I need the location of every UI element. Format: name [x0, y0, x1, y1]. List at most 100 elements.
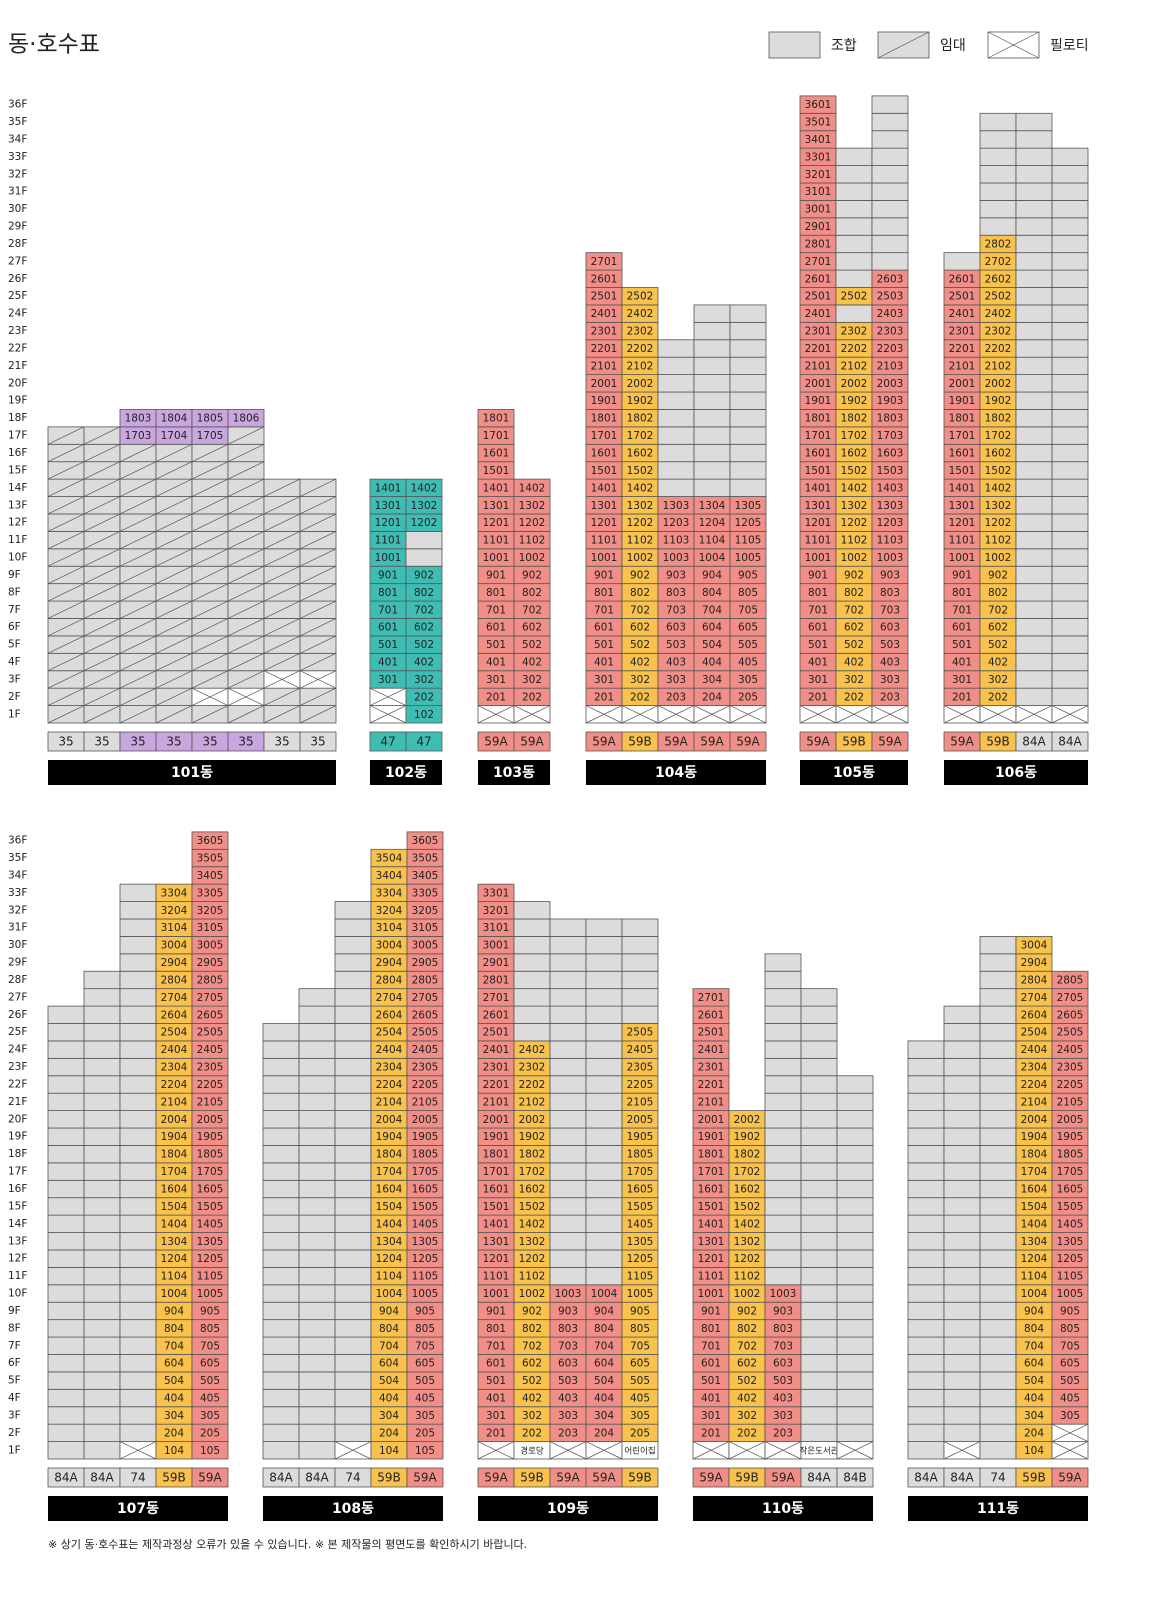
unit-number: 801	[378, 587, 398, 599]
unit-number: 201	[486, 691, 506, 703]
union-cell	[871, 112, 909, 132]
unit-number: 2002	[985, 378, 1012, 390]
type-label: 47	[416, 735, 431, 749]
unit-number: 105	[415, 1445, 435, 1457]
union-cell	[513, 936, 551, 955]
union-cell	[907, 1406, 945, 1425]
building-bar	[586, 760, 766, 785]
union-cell	[800, 1371, 838, 1390]
union-cell	[513, 970, 551, 990]
unit-number: 1105	[197, 1271, 224, 1283]
union-cell	[47, 1023, 85, 1042]
hatch-line	[119, 443, 157, 463]
unit-number: 2101	[698, 1096, 725, 1108]
unit-number: 2004	[1021, 1114, 1048, 1126]
unit-number: 1101	[949, 535, 976, 547]
unit-number: 2002	[627, 378, 654, 390]
unit-cell	[191, 831, 229, 850]
unit-number: 1005	[197, 1288, 224, 1300]
unit-number: 1301	[375, 500, 402, 512]
union-cell	[764, 1127, 802, 1146]
union-cell	[835, 199, 873, 219]
unit-number: 902	[737, 1305, 757, 1317]
union-cell	[334, 1336, 372, 1355]
unit-number: 2305	[627, 1062, 654, 1074]
unit-number: 204	[702, 691, 722, 703]
hatch-line	[299, 687, 337, 706]
unit-number: 604	[1024, 1358, 1044, 1370]
unit-number: 301	[486, 1410, 506, 1422]
unit-number: 1301	[483, 500, 510, 512]
unit-number: 401	[378, 657, 398, 669]
floor-label: 1F	[8, 1444, 21, 1456]
unit-number: 1501	[698, 1201, 725, 1213]
unit-number: 1104	[1021, 1271, 1048, 1283]
unit-number: 3201	[805, 169, 832, 181]
hatch-line	[83, 513, 121, 532]
type-label: 59A	[592, 1471, 616, 1485]
union-cell	[334, 1145, 372, 1164]
union-cell	[47, 1319, 85, 1338]
union-cell	[119, 1319, 157, 1338]
cross-line	[835, 705, 873, 724]
union-cell	[943, 1145, 981, 1164]
unit-number: 1904	[376, 1131, 403, 1143]
unit-number: 604	[702, 622, 722, 634]
unit-number: 3001	[805, 204, 832, 216]
union-cell	[1015, 130, 1053, 149]
type-label: 59A	[950, 735, 974, 749]
union-cell	[729, 304, 767, 323]
unit-number: 1805	[197, 1149, 224, 1161]
floor-label: 32F	[8, 168, 27, 180]
union-cell	[764, 953, 802, 972]
unit-number: 203	[666, 691, 686, 703]
union-cell	[549, 1127, 587, 1146]
hatch-line	[155, 687, 193, 706]
unit-number: 703	[666, 604, 686, 616]
unit-number: 1404	[161, 1218, 188, 1230]
union-cell	[979, 130, 1017, 149]
hatch-line	[47, 705, 85, 724]
unit-number: 2405	[197, 1044, 224, 1056]
floor-label: 31F	[8, 186, 27, 198]
unit-number: 2504	[376, 1027, 403, 1039]
union-cell	[549, 1057, 587, 1077]
facility-label: 어린이집	[624, 1445, 655, 1456]
type-label: 59A	[664, 735, 688, 749]
cross-line	[1051, 1423, 1089, 1442]
union-cell	[943, 1354, 981, 1373]
union-cell	[1051, 600, 1089, 619]
unit-number: 201	[701, 1427, 721, 1439]
hatch-line	[227, 705, 265, 724]
union-cell	[83, 1005, 121, 1024]
unit-number: 203	[880, 691, 900, 703]
unit-number: 3304	[376, 887, 403, 899]
union-cell	[729, 426, 767, 445]
unit-number: 1003	[663, 552, 690, 564]
union-cell	[334, 1319, 372, 1338]
union-cell	[835, 165, 873, 184]
building-name: 110동	[762, 1501, 804, 1517]
hatch-line	[119, 618, 157, 637]
union-cell	[549, 1092, 587, 1112]
union-cell	[979, 1441, 1017, 1460]
unit-number: 1504	[376, 1201, 403, 1213]
unit-number: 1701	[805, 430, 832, 442]
union-cell	[943, 1179, 981, 1199]
union-cell	[1015, 252, 1053, 271]
union-cell	[836, 1301, 874, 1321]
union-cell	[513, 988, 551, 1007]
unit-number: 902	[630, 569, 650, 581]
unit-number: 802	[988, 587, 1008, 599]
unit-number: 1401	[483, 1218, 510, 1230]
hatch-line	[47, 443, 85, 463]
unit-number: 1103	[877, 535, 904, 547]
unit-number: 1305	[627, 1236, 654, 1248]
unit-number: 801	[808, 587, 828, 599]
unit-number: 902	[522, 569, 542, 581]
union-cell	[1015, 409, 1053, 428]
unit-number: 2205	[412, 1079, 439, 1091]
unit-number: 1304	[1021, 1236, 1048, 1248]
hatch-line	[263, 705, 301, 724]
union-cell	[585, 1092, 623, 1112]
